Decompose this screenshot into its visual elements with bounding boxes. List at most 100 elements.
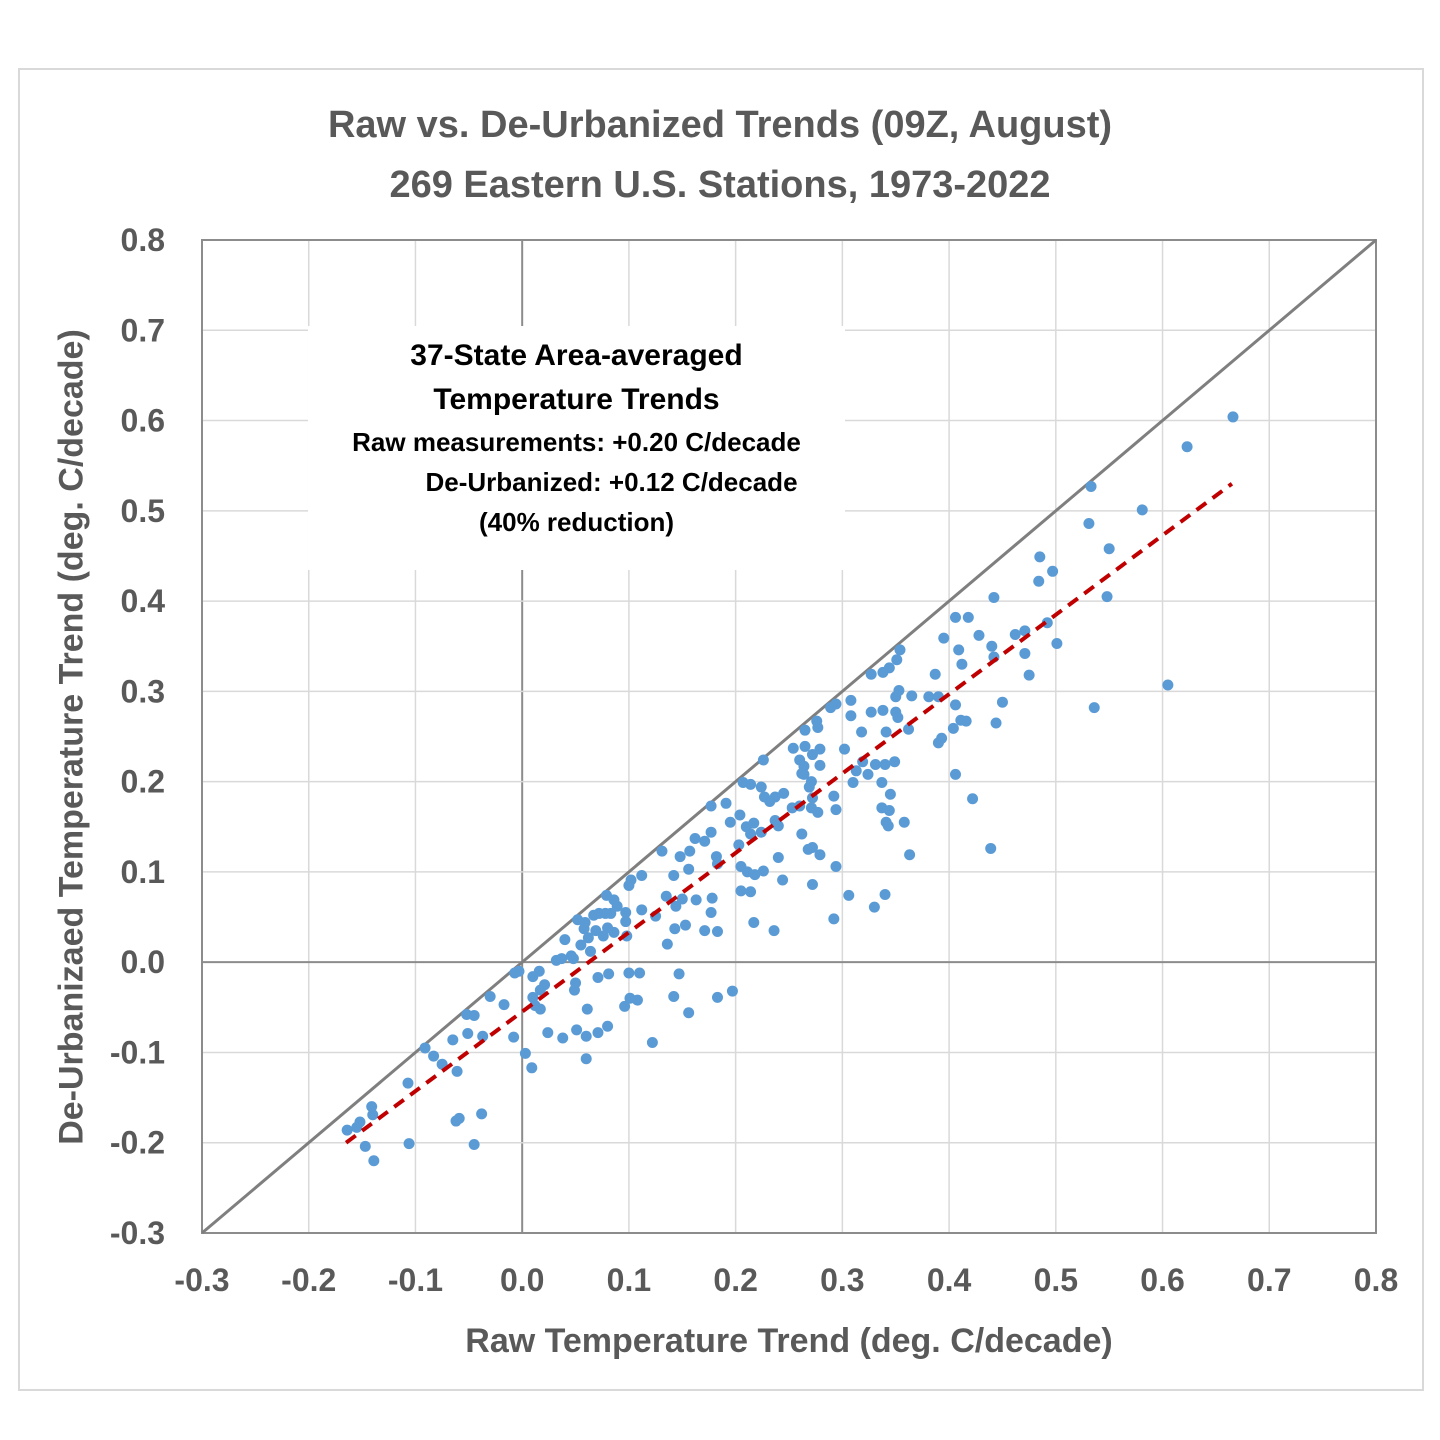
data-point <box>967 793 979 805</box>
data-point <box>462 1027 474 1039</box>
data-point <box>527 971 539 983</box>
x-tick-label: 0.2 <box>713 1262 757 1298</box>
data-point <box>519 1047 531 1059</box>
data-point <box>828 913 840 925</box>
data-point <box>814 849 826 861</box>
x-tick-label: 0.6 <box>1140 1262 1184 1298</box>
data-point <box>892 712 904 724</box>
data-point <box>757 754 769 766</box>
data-point <box>620 916 632 928</box>
y-tick-label: 0.3 <box>121 673 165 709</box>
data-point <box>668 870 680 882</box>
x-tick-label: -0.1 <box>388 1262 443 1298</box>
data-point <box>876 777 888 789</box>
data-point <box>631 994 643 1006</box>
y-tick-label: 0.5 <box>121 493 165 529</box>
y-axis-label: De-Urbanizaed Temperature Trend (deg. C/… <box>52 329 91 1145</box>
y-tick-label: 0.8 <box>121 222 165 258</box>
data-point <box>856 726 868 738</box>
data-point <box>620 907 632 919</box>
data-point <box>890 691 902 703</box>
data-point <box>953 644 965 656</box>
data-point <box>845 710 857 722</box>
data-point <box>996 696 1008 708</box>
data-point <box>1162 679 1174 691</box>
data-point <box>879 888 891 900</box>
x-tick-label: 0.7 <box>1247 1262 1291 1298</box>
data-point <box>869 758 881 770</box>
data-point <box>341 1124 353 1136</box>
data-point <box>862 768 874 780</box>
data-point <box>796 828 808 840</box>
data-point <box>592 1027 604 1039</box>
data-point <box>359 1140 371 1152</box>
data-point <box>468 1009 480 1021</box>
data-point <box>683 863 695 875</box>
annotation-reduction: (40% reduction) <box>478 507 675 537</box>
data-point <box>679 919 691 931</box>
data-point <box>1051 638 1063 650</box>
data-point <box>366 1101 378 1113</box>
data-point <box>988 591 1000 603</box>
data-point <box>597 930 609 942</box>
data-point <box>985 842 997 854</box>
chart-frame <box>18 68 1424 1391</box>
data-point <box>847 777 859 789</box>
data-point <box>661 938 673 950</box>
data-point <box>720 797 732 809</box>
data-point <box>534 984 546 996</box>
data-point <box>673 968 685 980</box>
data-point <box>581 1003 593 1015</box>
data-point <box>894 644 906 656</box>
data-point <box>990 717 1002 729</box>
y-tick-label: -0.3 <box>110 1215 165 1251</box>
annotation-heading-1: 37-State Area-averaged <box>410 339 743 372</box>
x-tick-label: -0.2 <box>281 1262 336 1298</box>
data-point <box>1023 669 1035 681</box>
data-point <box>799 740 811 752</box>
data-point <box>1085 480 1097 492</box>
annotation-raw: Raw measurements: +0.20 C/decade <box>352 427 801 457</box>
annotation-heading-2: Temperature Trends <box>433 383 720 416</box>
annotation-box: 37-State Area-averaged Temperature Trend… <box>308 326 845 570</box>
one-to-one-line <box>201 238 1377 1235</box>
data-point <box>634 967 646 979</box>
data-point <box>1034 551 1046 563</box>
data-point <box>484 990 496 1002</box>
data-point <box>796 768 808 780</box>
data-point <box>706 892 718 904</box>
y-tick-label: 0.2 <box>121 764 165 800</box>
data-point <box>830 804 842 816</box>
data-point <box>898 816 910 828</box>
data-point <box>889 756 901 768</box>
data-point <box>477 1030 489 1042</box>
data-point <box>403 1138 415 1150</box>
data-point <box>646 1037 658 1049</box>
data-point <box>814 759 826 771</box>
data-point <box>451 1065 463 1077</box>
data-point <box>1136 504 1148 516</box>
data-point <box>683 1007 695 1019</box>
data-point <box>865 668 877 680</box>
data-point <box>777 874 789 886</box>
data-point <box>1019 647 1031 659</box>
data-point <box>354 1116 366 1128</box>
data-point <box>526 1062 538 1074</box>
data-point <box>611 900 623 912</box>
data-point <box>450 1115 462 1127</box>
data-point <box>468 1139 480 1151</box>
data-point <box>550 954 562 966</box>
data-point <box>906 690 918 702</box>
data-point <box>623 967 635 979</box>
data-point <box>904 849 916 861</box>
data-point <box>674 851 686 863</box>
data-point <box>884 788 896 800</box>
data-point <box>749 869 761 881</box>
data-point <box>812 806 824 818</box>
data-point <box>592 972 604 984</box>
data-point <box>498 999 510 1011</box>
data-point <box>734 809 746 821</box>
data-point <box>602 1020 614 1032</box>
data-point <box>802 843 814 855</box>
